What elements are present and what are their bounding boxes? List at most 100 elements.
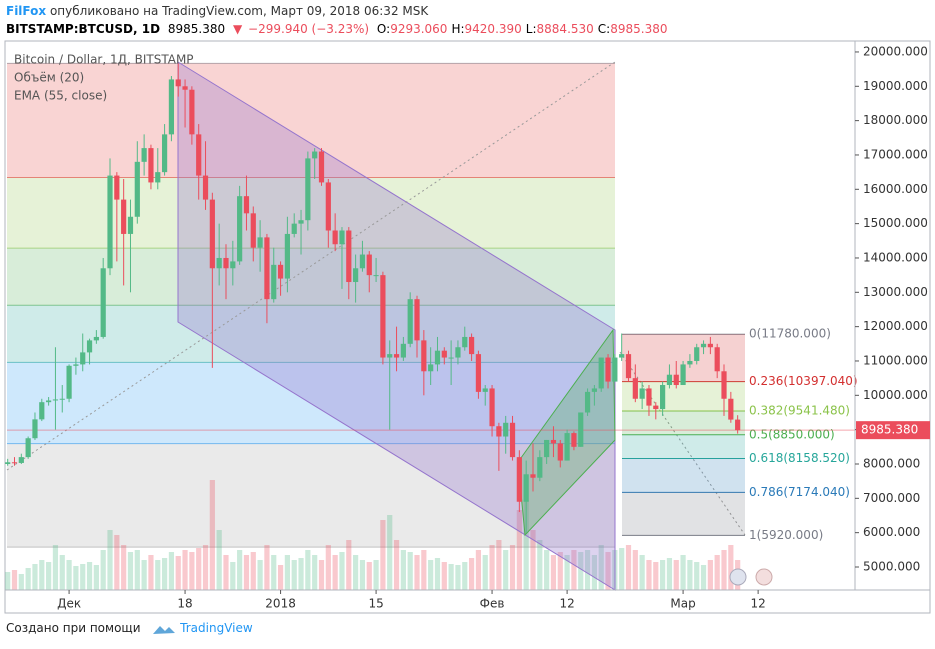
volume-bar [264, 545, 270, 590]
candle-body [728, 398, 734, 420]
volume-bar [516, 510, 522, 590]
volume-bar [721, 550, 727, 590]
volume-bar [571, 550, 577, 590]
candle-body [32, 419, 38, 439]
volume-bar [605, 552, 611, 590]
volume-bar [100, 550, 106, 590]
candle-body [107, 175, 113, 269]
volume-bar [175, 556, 181, 590]
candle-body [18, 457, 24, 463]
ohlc-value: 9293.060 [390, 22, 448, 36]
candle-body [66, 365, 72, 399]
candle-body [148, 148, 154, 183]
volume-bar [448, 564, 454, 590]
volume-bar [86, 562, 93, 590]
author[interactable]: FilFox [6, 4, 47, 18]
y-tick-label: 11000.000 [863, 353, 928, 367]
volume-bar [537, 540, 543, 590]
chart: 0(11780.000) 0.236(10397.040) 0.382(9541.4… [4, 40, 931, 614]
volume-bar [73, 566, 79, 590]
candle-body [509, 422, 516, 458]
candles [5, 63, 855, 533]
candle-body [175, 79, 181, 87]
volume-bar [271, 555, 277, 590]
candle-body [305, 158, 311, 221]
volume-bar [318, 560, 325, 590]
volume-bar [550, 555, 557, 590]
y-tick-label: 5000.000 [863, 559, 920, 573]
candle-body [121, 199, 127, 234]
ohlc-key: L: [525, 22, 537, 36]
candle-body [11, 462, 18, 464]
ohlc-key: C: [597, 22, 611, 36]
candle-body [291, 223, 297, 234]
candle-body [387, 354, 393, 358]
volume-bar [250, 552, 256, 590]
volume-bar [530, 530, 536, 590]
candle-body [155, 172, 161, 183]
x-tick-label: 15 [368, 597, 383, 611]
candle-body [73, 364, 79, 366]
volume-bar [359, 560, 366, 590]
volume-bar [680, 555, 686, 590]
candle-body [127, 216, 134, 234]
volume-bar [298, 558, 304, 590]
flag-icon[interactable] [755, 568, 773, 586]
candle-body [400, 343, 406, 358]
volume-bar [475, 550, 482, 590]
volume-bar [93, 565, 99, 590]
candle-body [264, 237, 270, 300]
volume-bar [18, 574, 24, 590]
volume-bar [305, 550, 311, 590]
fib-label: 0.236(10397.040) [749, 374, 858, 388]
arrow: ▼ [232, 22, 243, 36]
volume-bar [230, 562, 236, 590]
x-tick-label: 2018 [265, 597, 296, 611]
y-tick-label: 15000.000 [863, 216, 928, 230]
candle-body [625, 354, 632, 379]
candle-body [584, 391, 591, 413]
candle-body [5, 462, 11, 464]
candle-body [141, 148, 147, 162]
candle-body [257, 237, 263, 248]
candle-body [489, 388, 495, 427]
candle-body [202, 175, 209, 200]
candle-body [434, 350, 441, 365]
fib-label: 0.618(8158.520) [749, 451, 850, 465]
volume-bar [312, 555, 318, 590]
candle-body [80, 352, 86, 365]
volume-bar [11, 570, 18, 590]
volume-bar [257, 560, 263, 590]
volume-bar [5, 572, 11, 590]
volume-bar [441, 562, 447, 590]
candle-body [537, 457, 543, 478]
y-tick-label: 6000.000 [863, 525, 920, 539]
candle-body [359, 254, 366, 269]
candle-body [332, 230, 338, 245]
candle-body [407, 299, 413, 344]
volume-bar [284, 555, 290, 590]
volume-bar [503, 550, 509, 590]
volume-bar [114, 535, 120, 590]
volume-bar [134, 550, 140, 590]
volume-bar [161, 558, 168, 590]
volume-bar [598, 545, 604, 590]
volume-bar [509, 545, 516, 590]
candle-body [161, 134, 168, 173]
flag-icon[interactable] [729, 568, 747, 586]
y-tick-label: 7000.000 [863, 491, 920, 505]
candle-body [428, 364, 434, 372]
volume-bar [366, 562, 372, 590]
brand[interactable]: TradingView [180, 621, 253, 635]
x-tick-label: 12 [559, 597, 574, 611]
candle-body [619, 354, 625, 358]
candle-body [325, 182, 331, 231]
volume-bar [489, 545, 495, 590]
volume-bar [202, 545, 209, 590]
ohlc-key: O: [376, 22, 391, 36]
volume-bar [66, 560, 72, 590]
footer: Создано при помощи TradingView [6, 621, 253, 636]
fib-band [7, 443, 615, 548]
candle-body [250, 213, 256, 248]
candle-body [421, 340, 427, 372]
